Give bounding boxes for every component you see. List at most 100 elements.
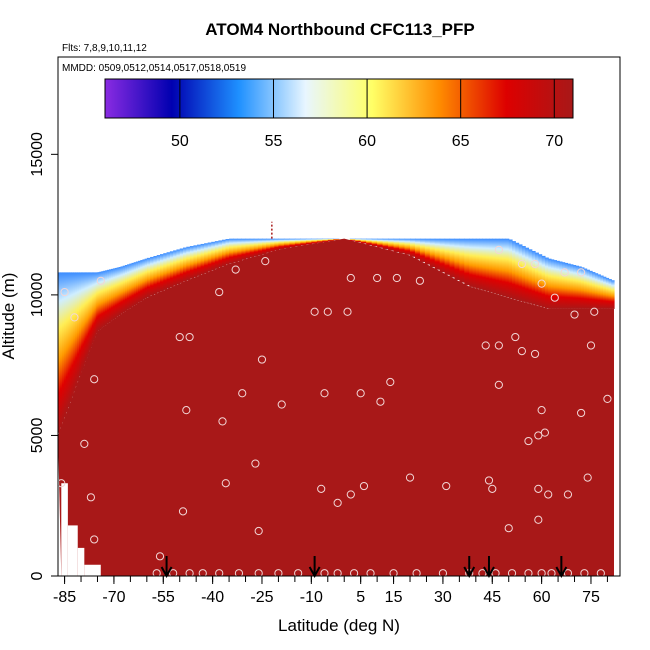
field-band-slice	[144, 258, 148, 299]
field-band-slice	[429, 238, 436, 268]
field-band-slice	[472, 238, 477, 288]
field-band-slice	[570, 264, 574, 309]
field-band-slice	[116, 267, 120, 317]
field-band-slice	[63, 272, 67, 418]
surface-observation-point	[524, 569, 533, 576]
colorbar: 50 55 60 65 70	[104, 78, 574, 150]
x-tick-label: -25	[250, 589, 273, 606]
field-band-slice	[512, 241, 516, 300]
observation-point	[96, 276, 105, 285]
x-axis-label: Latitude (deg N)	[278, 616, 400, 635]
observation-point	[320, 389, 329, 398]
field-band-slice	[597, 274, 601, 309]
field-band-slice	[469, 238, 474, 287]
surface-observation-point	[491, 569, 500, 576]
colorbar-tick-label: 50	[171, 133, 189, 150]
field-band-slice	[464, 238, 470, 286]
field-band-slice	[502, 238, 507, 297]
field-band-slice	[214, 241, 219, 269]
observation-point	[504, 524, 513, 533]
observation-point	[537, 279, 546, 288]
field-band-slice	[105, 270, 108, 326]
observation-point	[343, 307, 352, 316]
field-band-slice	[305, 238, 312, 245]
field-band-slice	[586, 269, 590, 309]
field-band-slice	[393, 238, 400, 253]
x-tick-label: -10	[300, 589, 323, 606]
field-band-slice	[61, 272, 65, 423]
field-band-slice	[99, 271, 102, 330]
observation-point	[80, 439, 89, 448]
field-band-slice	[410, 238, 416, 257]
field-band-slice	[96, 272, 99, 334]
field-band-slice	[294, 238, 301, 247]
field-band-slice	[414, 238, 421, 260]
field-band-slice	[561, 262, 566, 309]
field-band-slice	[131, 262, 135, 307]
field-band-slice	[91, 272, 94, 344]
observation-point	[261, 257, 270, 266]
x-axis: -85 -70 -55 -40 -25 -10 5 15 30 45 60 75	[53, 576, 608, 606]
observation-point	[346, 273, 355, 283]
field-band-slice	[135, 261, 139, 305]
field-band-slice	[122, 265, 126, 313]
field-band-slice	[108, 269, 112, 323]
field-layer	[58, 238, 615, 576]
observation-point	[405, 473, 415, 482]
field-band-slice	[564, 262, 568, 309]
field-notch	[67, 525, 78, 576]
surface-observation-point	[389, 569, 398, 576]
field-notch	[77, 547, 85, 576]
observation-point	[494, 245, 503, 255]
observation-point	[254, 526, 263, 536]
field-band-slice	[525, 247, 530, 303]
field-band-slice	[85, 272, 88, 362]
observation-point	[488, 484, 497, 493]
field-band-slice	[278, 238, 285, 250]
surface-observation-point	[349, 569, 359, 576]
x-tick-label: 60	[533, 589, 551, 606]
field-band-slice	[459, 238, 465, 283]
field-band-slice	[289, 238, 296, 248]
field-band-slice	[449, 238, 456, 278]
field-band-slice	[603, 276, 607, 309]
field-band-slice	[479, 238, 484, 290]
field-band-slice	[541, 255, 546, 308]
x-tick-label: 15	[385, 589, 403, 606]
observation-point	[570, 310, 579, 319]
field-band-slice	[138, 260, 141, 303]
field-band-slice	[399, 238, 406, 254]
field-band-slice	[605, 277, 610, 309]
observation-point	[346, 490, 355, 499]
observation-point	[534, 484, 543, 493]
field-band-slice	[377, 238, 384, 248]
observation-point	[577, 268, 586, 277]
y-tick-label: 10000	[29, 273, 46, 318]
field-band-slice	[59, 272, 63, 428]
observation-point	[60, 287, 69, 297]
observation-point	[175, 332, 184, 342]
observation-point	[90, 535, 99, 544]
field-core	[58, 238, 614, 576]
observation-point	[494, 341, 503, 350]
surface-observation-point	[185, 569, 194, 576]
x-tick-label: -85	[53, 589, 76, 606]
surface-observation-point	[412, 569, 421, 576]
observation-point	[517, 347, 526, 356]
observation-point	[517, 259, 526, 269]
field-band-slice	[197, 244, 202, 276]
field-band-slice	[257, 238, 263, 256]
observation-point	[590, 307, 599, 316]
observation-point	[356, 389, 365, 398]
field-band-slice	[439, 238, 446, 273]
field-band-slice	[508, 239, 513, 299]
field-band-slice	[366, 238, 373, 245]
observation-point	[323, 307, 332, 316]
dates-label: MMDD: 0509,0512,0514,0517,0518,0519	[62, 63, 246, 74]
field-band-slice	[404, 238, 411, 255]
field-band-slice	[388, 238, 395, 251]
x-tick-label: -40	[201, 589, 224, 606]
surface-observation-point	[563, 569, 573, 576]
field-band-slice	[371, 238, 378, 247]
field-band-slice	[81, 272, 84, 372]
